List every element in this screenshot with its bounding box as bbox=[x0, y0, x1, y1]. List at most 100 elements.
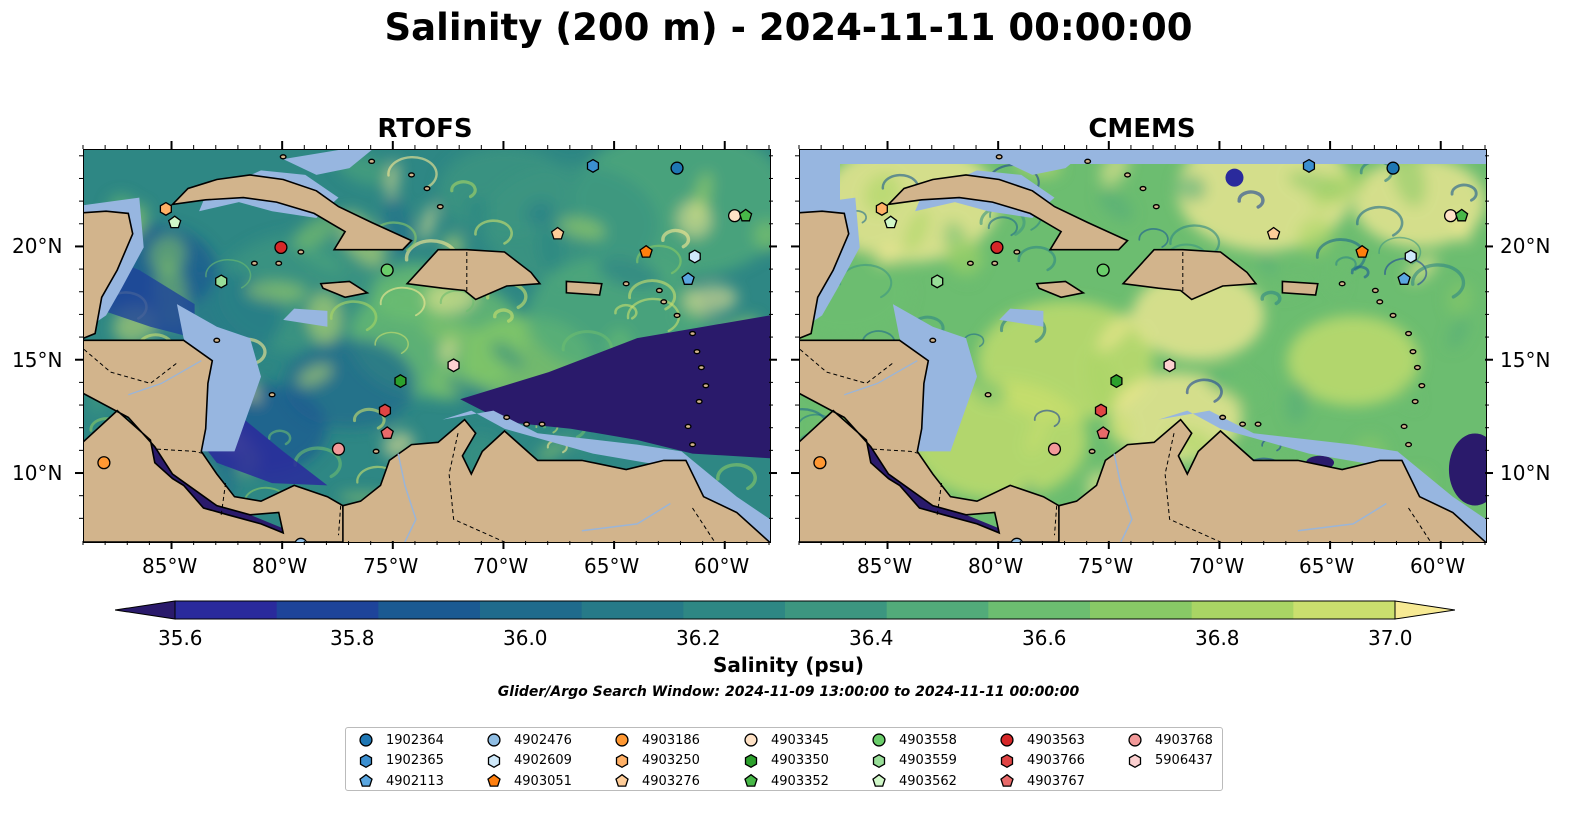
colorbar-tick-36.0: 36.0 bbox=[503, 626, 548, 650]
colorbar bbox=[115, 600, 1455, 620]
float-marker-4902476[interactable] bbox=[1010, 537, 1024, 542]
colorbar-segment bbox=[480, 601, 583, 619]
float-marker-5906437[interactable] bbox=[447, 358, 460, 373]
lat-label-20n-left: 20°N bbox=[12, 234, 63, 258]
float-marker-4902609[interactable] bbox=[1404, 249, 1417, 264]
float-marker-4902609[interactable] bbox=[688, 249, 701, 264]
float-marker-4903768[interactable] bbox=[1047, 442, 1062, 456]
float-marker-4903559[interactable] bbox=[931, 274, 944, 289]
float-marker-4903352[interactable] bbox=[1454, 208, 1469, 222]
hexagon-marker-icon bbox=[359, 753, 373, 768]
float-marker-4903766[interactable] bbox=[1094, 403, 1108, 418]
legend-label: 4903563 bbox=[1027, 732, 1085, 748]
hexagon-marker-icon bbox=[487, 753, 501, 768]
pentagon-marker-icon bbox=[1000, 773, 1014, 787]
float-marker-4903352[interactable] bbox=[738, 208, 753, 222]
float-marker-1902364[interactable] bbox=[1386, 161, 1400, 175]
float-marker-4903766[interactable] bbox=[378, 403, 392, 418]
legend-entry-4903562: 4903562 bbox=[871, 772, 957, 790]
central-america-land bbox=[84, 339, 346, 542]
legend-entry-4902113: 4902113 bbox=[358, 772, 444, 790]
rivers bbox=[844, 360, 1387, 542]
pentagon-marker-icon bbox=[615, 773, 629, 787]
colorbar-tick-35.8: 35.8 bbox=[330, 626, 375, 650]
pentagon-marker-icon bbox=[744, 773, 758, 787]
legend-entry-4903767: 4903767 bbox=[999, 772, 1085, 790]
legend-entry-4903563: 4903563 bbox=[999, 731, 1085, 749]
cuba-land bbox=[886, 174, 1129, 251]
figure-title: Salinity (200 m) - 2024-11-11 00:00:00 bbox=[384, 6, 1193, 49]
float-marker-4903767[interactable] bbox=[380, 426, 394, 439]
landmasses bbox=[800, 174, 1486, 542]
legend-label: 4902609 bbox=[514, 753, 572, 768]
pentagon-marker-icon bbox=[359, 773, 373, 787]
lon-label-75w-left: 75°W bbox=[363, 554, 419, 578]
lon-label-60w-left: 60°W bbox=[694, 554, 750, 578]
south-america-land bbox=[342, 418, 770, 542]
float-marker-4903562[interactable] bbox=[167, 215, 182, 229]
float-marker-1902365[interactable] bbox=[586, 158, 600, 173]
float-marker-4902113[interactable] bbox=[681, 272, 695, 285]
legend-entry-4903559: 4903559 bbox=[871, 752, 957, 770]
colorbar-segment bbox=[1090, 601, 1193, 619]
lon-label-70w-left: 70°W bbox=[473, 554, 529, 578]
axis-ticks bbox=[75, 141, 1493, 549]
float-marker-4903350[interactable] bbox=[394, 374, 407, 389]
lon-label-85w-right: 85°W bbox=[857, 554, 913, 578]
float-marker-4903767[interactable] bbox=[1096, 426, 1110, 439]
hexagon-marker-icon bbox=[872, 753, 886, 768]
jamaica-land bbox=[1035, 280, 1086, 299]
colorbar-extend-low bbox=[115, 600, 176, 620]
float-marker-4903051[interactable] bbox=[1355, 244, 1369, 258]
float-marker-1902364[interactable] bbox=[670, 161, 684, 175]
legend-entry-1902365: 1902365 bbox=[358, 752, 444, 770]
float-marker-4903563[interactable] bbox=[990, 240, 1004, 255]
hexagon-marker-icon bbox=[1000, 753, 1014, 768]
legend-label: 4903345 bbox=[771, 732, 829, 748]
float-marker-4903768[interactable] bbox=[331, 442, 346, 456]
legend-label: 4903250 bbox=[642, 753, 700, 768]
cuba-land bbox=[170, 174, 413, 251]
legend-entry-5906437: 5906437 bbox=[1127, 752, 1213, 770]
float-marker-4903250[interactable] bbox=[159, 201, 172, 216]
circle-marker-icon bbox=[359, 733, 373, 747]
float-marker-4903186[interactable] bbox=[97, 456, 111, 470]
float-marker-1902365[interactable] bbox=[1302, 158, 1316, 173]
float-marker-4903186[interactable] bbox=[813, 456, 827, 470]
legend-entry-4903558: 4903558 bbox=[871, 731, 957, 749]
float-marker-4903562[interactable] bbox=[883, 215, 898, 229]
float-marker-5906437[interactable] bbox=[1163, 358, 1176, 373]
legend-label: 1902365 bbox=[386, 753, 444, 768]
float-marker-4903559[interactable] bbox=[215, 274, 228, 289]
float-marker-4903563[interactable] bbox=[274, 240, 288, 255]
lon-label-80w-left: 80°W bbox=[252, 554, 308, 578]
rtofs-salinity-field bbox=[84, 150, 770, 542]
lon-label-65w-right: 65°W bbox=[1299, 554, 1355, 578]
lon-label-75w-right: 75°W bbox=[1078, 554, 1134, 578]
float-marker-4903558[interactable] bbox=[1096, 263, 1110, 277]
float-marker-4903350[interactable] bbox=[1110, 374, 1123, 389]
float-marker-4903051[interactable] bbox=[639, 244, 653, 258]
legend-entry-1902364: 1902364 bbox=[358, 731, 444, 749]
rtofs-map[interactable] bbox=[83, 149, 771, 543]
circle-marker-icon bbox=[487, 733, 501, 747]
landmasses bbox=[84, 174, 770, 542]
float-marker-4903558[interactable] bbox=[380, 263, 394, 277]
colorbar-tick-36.6: 36.6 bbox=[1022, 626, 1067, 650]
legend-entry-4903352: 4903352 bbox=[743, 772, 829, 790]
central-america-land bbox=[800, 339, 1062, 542]
float-marker-4902113[interactable] bbox=[1397, 272, 1411, 285]
legend-label: 4902476 bbox=[514, 732, 572, 748]
cmems-map[interactable] bbox=[799, 149, 1487, 543]
float-marker-4903276[interactable] bbox=[1266, 226, 1281, 240]
legend-label: 4903186 bbox=[642, 732, 700, 748]
float-legend: 1902364 1902365 4902113 4902476 4902609 49030… bbox=[345, 727, 1223, 791]
colorbar-tick-35.6: 35.6 bbox=[158, 626, 203, 650]
float-marker-4902476[interactable] bbox=[294, 537, 308, 542]
colorbar-segment bbox=[1191, 601, 1294, 619]
float-marker-4903276[interactable] bbox=[550, 226, 565, 240]
float-marker-4903250[interactable] bbox=[875, 201, 888, 216]
south-america-land bbox=[1058, 418, 1486, 542]
legend-label: 4903766 bbox=[1027, 753, 1085, 768]
legend-label: 5906437 bbox=[1155, 753, 1213, 768]
